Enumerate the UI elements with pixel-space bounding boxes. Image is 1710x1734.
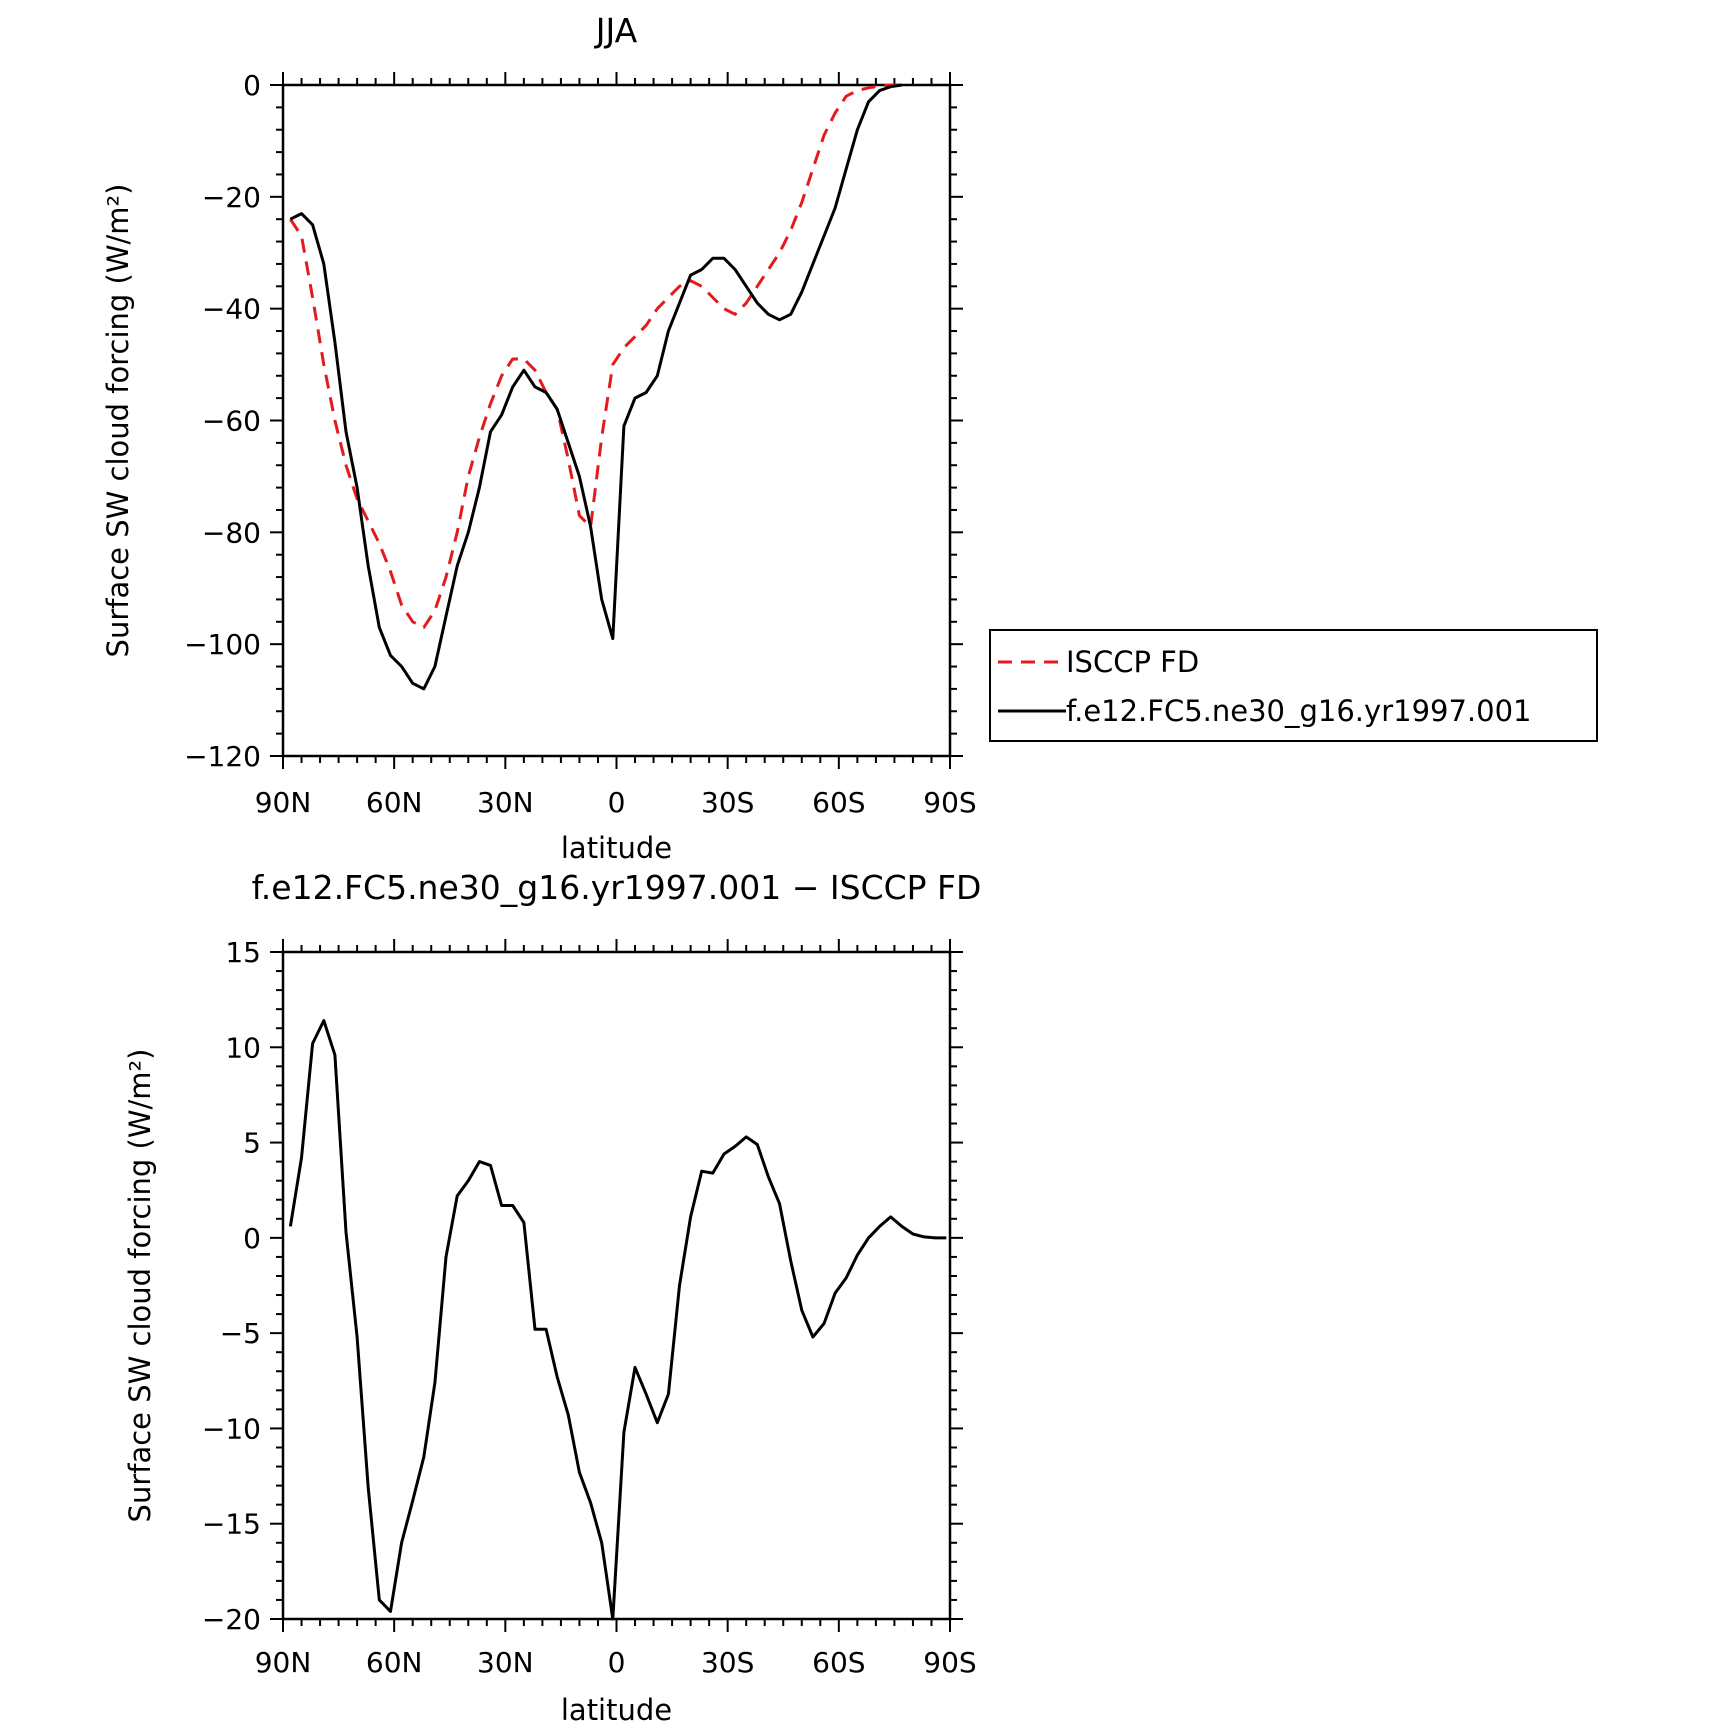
x-axis-label: latitude [561, 1693, 672, 1727]
x-tick-label: 90S [923, 786, 976, 819]
y-tick-label: 0 [243, 1222, 261, 1255]
plot-title: f.e12.FC5.ne30_g16.yr1997.001 − ISCCP FD [252, 868, 982, 907]
legend-box [989, 629, 1598, 742]
y-tick-label: 5 [243, 1127, 261, 1160]
y-tick-label: −40 [202, 293, 261, 326]
x-tick-label: 90N [255, 786, 312, 819]
series-line-1 [289, 83, 902, 629]
x-tick-label: 60N [366, 1646, 423, 1679]
x-tick-label: 90N [255, 1646, 312, 1679]
y-tick-label: 10 [225, 1031, 261, 1064]
y-tick-label: −100 [184, 628, 261, 661]
y-axis-label: Surface SW cloud forcing (W/m²) [123, 1049, 157, 1523]
x-tick-label: 30N [477, 1646, 534, 1679]
x-axis-label: latitude [561, 831, 672, 865]
x-tick-label: 30S [701, 1646, 754, 1679]
x-tick-label: 30N [477, 786, 534, 819]
y-tick-label: −5 [220, 1317, 261, 1350]
y-axis-label: Surface SW cloud forcing (W/m²) [101, 184, 135, 658]
x-tick-label: 60S [812, 1646, 865, 1679]
y-tick-label: 0 [243, 69, 261, 102]
x-tick-label: 60N [366, 786, 423, 819]
y-tick-label: −60 [202, 405, 261, 438]
y-tick-label: −15 [202, 1508, 261, 1541]
plot-frame [281, 950, 952, 1621]
series-line-1 [288, 1019, 947, 1621]
y-tick-label: 15 [225, 936, 261, 969]
chart-panel-2: 90N 60N 30N 0 30S 60S 90S 15 10 5 0 −5 −10 −15 −20 f.e1… [123, 868, 981, 1727]
x-tick-label: 30S [701, 786, 754, 819]
legend-label: f.e12.FC5.ne30_g16.yr1997.001 [1066, 694, 1532, 728]
x-tick-label: 60S [812, 786, 865, 819]
legend: ISCCP FD f.e12.FC5.ne30_g16.yr1997.001 [989, 629, 1598, 742]
y-tick-label: −10 [202, 1412, 261, 1445]
x-tick-label: 90S [923, 1646, 976, 1679]
chart-panel-1: 90N 60N 30N 0 30S 60S 90S 0 −20 −40 −60 −80 −100 −120… [101, 11, 1598, 865]
legend-label: ISCCP FD [1066, 645, 1199, 679]
x-tick-label: 0 [608, 786, 626, 819]
y-tick-label: −80 [202, 516, 261, 549]
y-tick-label: −20 [202, 1603, 261, 1636]
y-tick-label: −20 [202, 181, 261, 214]
plot-title: JJA [594, 11, 638, 50]
series-line-2 [289, 83, 903, 691]
plot-frame [281, 83, 952, 758]
x-tick-label: 0 [608, 1646, 626, 1679]
y-tick-label: −120 [184, 740, 261, 773]
